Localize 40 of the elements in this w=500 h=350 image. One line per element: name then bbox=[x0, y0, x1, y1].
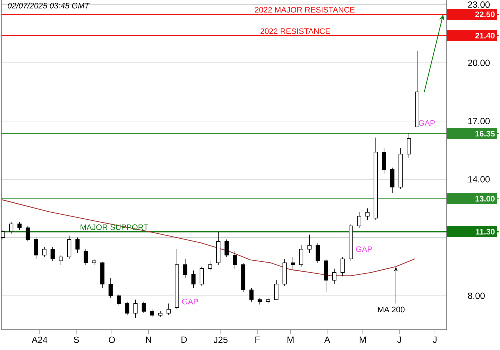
x-tick-label: J bbox=[398, 336, 402, 344]
x-tick-label: S bbox=[74, 336, 80, 344]
candlestick bbox=[26, 226, 30, 242]
candlestick bbox=[67, 236, 72, 260]
candlestick bbox=[357, 212, 362, 228]
x-tick-label: M bbox=[360, 336, 366, 344]
candlestick bbox=[374, 138, 378, 221]
y-tick-label: 23.00 bbox=[468, 2, 490, 8]
x-tick-label: O bbox=[109, 336, 116, 344]
line-series bbox=[2, 200, 416, 276]
candlestick bbox=[407, 132, 412, 159]
x-tick-label: J bbox=[433, 336, 437, 344]
y-tick-label: 17.00 bbox=[468, 118, 490, 124]
candlestick bbox=[324, 258, 328, 292]
candlestick bbox=[175, 249, 180, 310]
candlestick bbox=[415, 51, 420, 128]
candlestick bbox=[258, 298, 262, 306]
x-tick-label: N bbox=[146, 336, 152, 344]
candlestick bbox=[200, 266, 204, 287]
y-tick-label: 20.00 bbox=[468, 60, 490, 66]
candlestick bbox=[299, 245, 304, 268]
x-tick-label: D bbox=[182, 336, 188, 344]
candlestick bbox=[142, 302, 146, 314]
x-tick-label: A bbox=[324, 336, 330, 344]
candlestick bbox=[390, 168, 395, 194]
y-tick-label: 14.00 bbox=[468, 176, 490, 183]
candlestick bbox=[216, 232, 221, 266]
candlestick bbox=[125, 302, 130, 316]
candlestick bbox=[308, 234, 312, 254]
x-tick-label: M bbox=[288, 336, 294, 344]
x-tick-label: J25 bbox=[214, 336, 228, 344]
x-tick-label: F bbox=[256, 336, 260, 344]
candlestick bbox=[9, 222, 14, 234]
y-tick-label: 8.00 bbox=[468, 292, 485, 300]
candlestick bbox=[316, 243, 320, 264]
candlestick bbox=[84, 249, 88, 266]
candlestick bbox=[241, 262, 246, 292]
candlestick bbox=[291, 256, 296, 270]
candlestick bbox=[183, 258, 188, 279]
x-tick-label: A24 bbox=[32, 336, 48, 344]
